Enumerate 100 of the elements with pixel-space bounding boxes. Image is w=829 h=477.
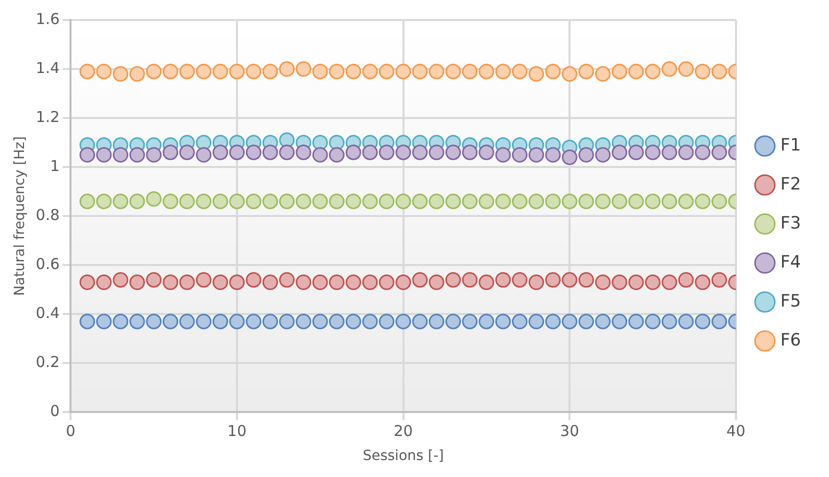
y-tick-label: 0.6: [36, 255, 60, 274]
point: [628, 314, 644, 330]
legend-label: F6: [780, 330, 802, 350]
point: [412, 64, 428, 80]
point: [362, 314, 378, 330]
point: [396, 314, 412, 330]
point: [662, 61, 678, 77]
point: [562, 314, 578, 330]
point: [478, 274, 494, 290]
point: [628, 64, 644, 80]
point: [162, 274, 178, 290]
point: [179, 274, 195, 290]
point: [378, 144, 394, 160]
point: [146, 272, 162, 288]
point: [428, 64, 444, 80]
point: [512, 272, 528, 288]
point: [162, 194, 178, 210]
point: [595, 274, 611, 290]
point: [179, 64, 195, 80]
point: [329, 134, 345, 150]
point: [196, 147, 212, 163]
point: [694, 274, 710, 290]
point: [495, 64, 511, 80]
point: [578, 64, 594, 80]
point: [96, 147, 112, 163]
point: [396, 144, 412, 160]
point: [329, 64, 345, 80]
point: [362, 64, 378, 80]
y-tick-label: 0.4: [36, 304, 60, 322]
point: [645, 64, 660, 80]
point: [296, 314, 312, 330]
y-tick-label: 1: [50, 156, 60, 175]
point: [129, 147, 145, 163]
point: [212, 144, 228, 160]
point: [279, 61, 295, 77]
point: [362, 274, 378, 290]
point: [229, 64, 245, 80]
point: [296, 61, 312, 77]
point: [196, 134, 212, 150]
y-tick-label: 1.4: [36, 58, 60, 77]
point: [312, 194, 328, 210]
point: [146, 314, 162, 330]
point: [645, 144, 660, 160]
point: [129, 66, 145, 82]
point: [645, 194, 660, 210]
point: [562, 194, 578, 210]
point: [445, 64, 461, 80]
point: [112, 66, 128, 82]
point: [312, 274, 328, 290]
point: [694, 194, 710, 210]
y-axis-title: Natural frequency [Hz]: [12, 136, 28, 296]
point: [562, 66, 578, 82]
point: [678, 194, 694, 210]
point: [262, 194, 278, 210]
point: [262, 64, 278, 80]
point: [262, 274, 278, 290]
point: [146, 64, 162, 80]
point: [229, 314, 245, 330]
point: [612, 274, 628, 290]
point: [329, 274, 345, 290]
point: [512, 64, 528, 80]
point: [462, 194, 478, 210]
point: [478, 194, 494, 210]
point: [129, 274, 145, 290]
point: [562, 150, 578, 166]
point: [445, 272, 461, 288]
point: [645, 314, 660, 330]
point: [312, 147, 328, 163]
point: [96, 314, 112, 330]
point: [212, 314, 228, 330]
point: [578, 147, 594, 163]
point: [628, 194, 644, 210]
point: [246, 194, 262, 210]
point: [246, 272, 262, 288]
point: [279, 194, 295, 210]
point: [528, 147, 544, 163]
point: [495, 272, 511, 288]
point: [212, 64, 228, 80]
point: [612, 144, 628, 160]
point: [396, 64, 412, 80]
point: [196, 64, 212, 80]
point: [595, 194, 611, 210]
point: [96, 194, 112, 210]
point: [445, 144, 461, 160]
legend-label: F4: [780, 252, 802, 272]
point: [628, 274, 644, 290]
point: [396, 194, 412, 210]
x-tick-label: 40: [726, 422, 746, 440]
point: [80, 274, 96, 290]
point: [528, 66, 544, 82]
point: [129, 194, 145, 210]
point: [528, 194, 544, 210]
point: [80, 64, 96, 80]
point: [545, 314, 561, 330]
point: [162, 64, 178, 80]
point: [545, 272, 561, 288]
point: [229, 194, 245, 210]
point: [179, 144, 195, 160]
point: [378, 274, 394, 290]
point: [346, 194, 362, 210]
